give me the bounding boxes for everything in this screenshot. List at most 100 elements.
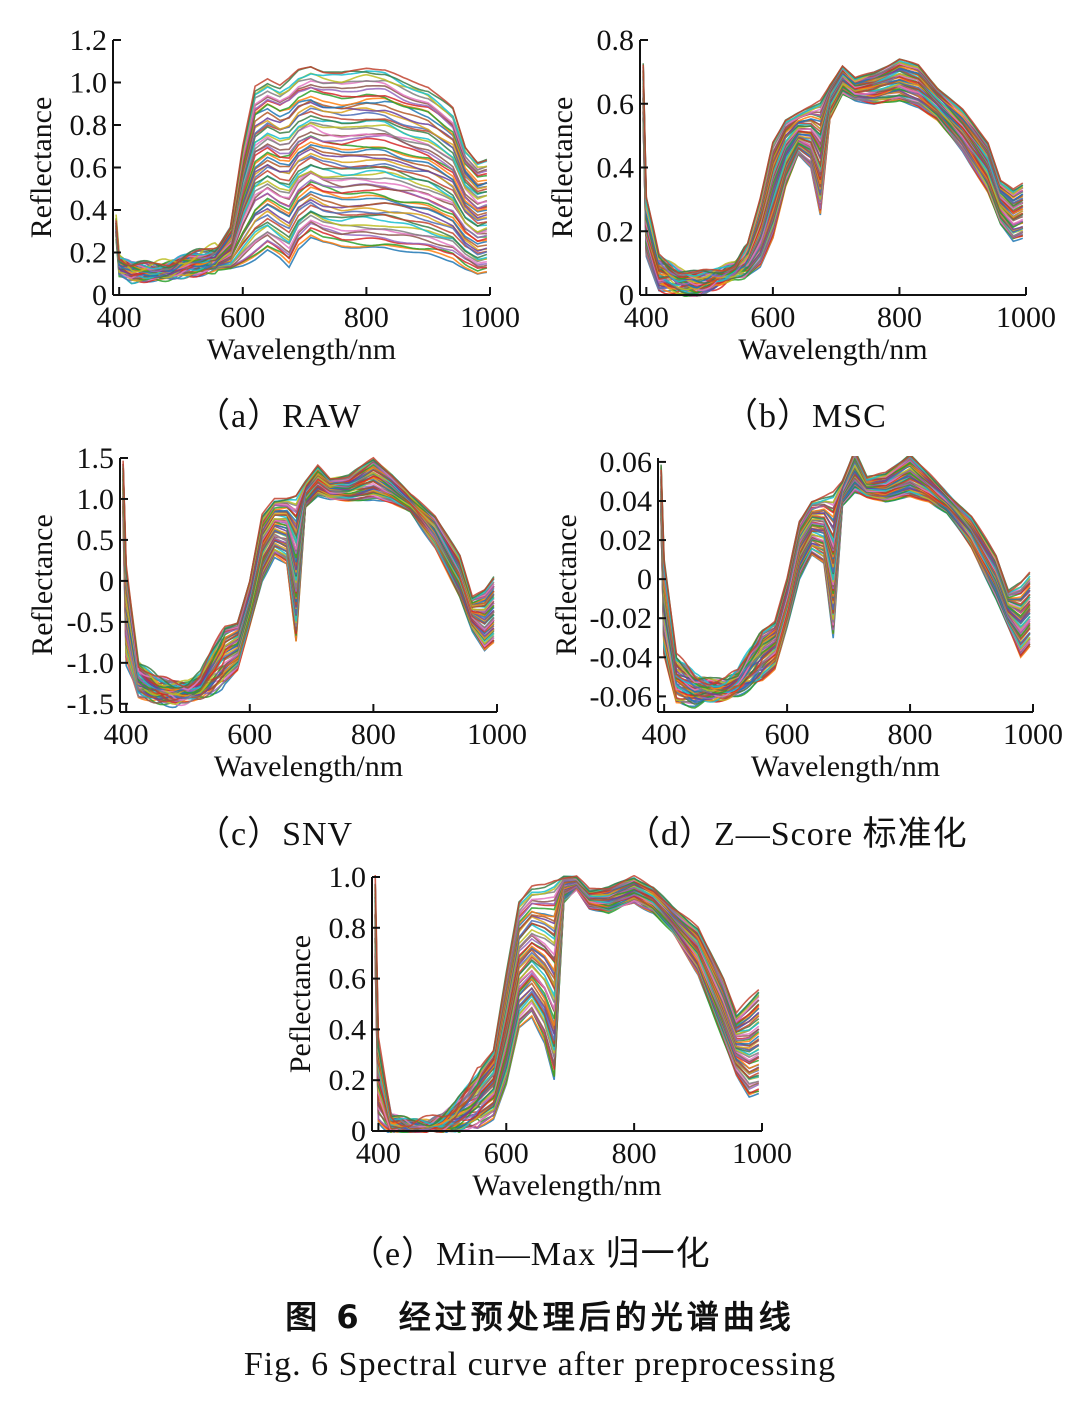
x-tick-label: 800	[344, 301, 389, 334]
chart-snv: -1.5 -1.0 -0.5 0 0.5 1.0 1.5 400 600 800 1000 Wavel…	[26, 442, 527, 783]
series-line	[374, 880, 760, 1129]
y-tick-label: -0.5	[67, 606, 115, 639]
series-line	[660, 479, 1031, 698]
x-tick-label: 600	[750, 301, 795, 334]
x-axis-title: Wavelength/nm	[214, 750, 403, 783]
series-line	[374, 883, 760, 1132]
series-line	[660, 485, 1031, 706]
curves-msc	[642, 58, 1024, 297]
y-tick-label: -1.5	[67, 688, 115, 721]
y-tick-label: 0.8	[329, 912, 367, 945]
caption-raw: （a）RAW	[196, 398, 362, 435]
series-line	[660, 482, 1031, 701]
curves-raw	[115, 65, 488, 285]
series-line	[374, 877, 760, 1126]
y-tick-label: -0.04	[590, 641, 653, 674]
y-tick-label: 0	[99, 565, 114, 598]
series-line	[374, 882, 760, 1131]
x-tick-label: 800	[351, 718, 396, 751]
series-line	[122, 486, 495, 699]
series-line	[374, 884, 760, 1133]
series-line	[374, 888, 760, 1133]
series-line	[374, 882, 760, 1130]
chart-msc: 0 0.2 0.4 0.6 0.8 400 600 800 1000 Wavelength/nm R…	[546, 24, 1056, 366]
series-line	[374, 886, 760, 1133]
x-tick-label: 400	[97, 301, 142, 334]
series-line	[374, 887, 759, 1133]
y-tick-label: -0.02	[590, 602, 653, 635]
series-line	[122, 476, 495, 697]
y-tick-label: 0.04	[600, 485, 653, 518]
series-line	[374, 878, 760, 1126]
series-line	[115, 98, 488, 273]
y-tick-label: 0	[92, 279, 107, 312]
x-tick-label: 1000	[467, 718, 527, 751]
series-line	[115, 70, 488, 270]
series-line	[374, 875, 760, 1125]
series-line	[660, 482, 1031, 700]
x-tick-label: 400	[624, 301, 669, 334]
series-line	[660, 481, 1031, 704]
x-tick-label: 1000	[1003, 718, 1063, 751]
series-line	[374, 876, 760, 1128]
series-line	[660, 484, 1031, 702]
series-line	[374, 875, 760, 1127]
series-line	[122, 480, 495, 700]
y-tick-label: 0.2	[597, 215, 635, 248]
series-line	[122, 484, 495, 697]
series-line	[660, 482, 1031, 702]
series-line	[374, 882, 760, 1130]
series-line	[122, 456, 495, 689]
series-line	[122, 485, 495, 699]
series-line	[374, 883, 760, 1133]
series-line	[115, 65, 488, 268]
series-line	[122, 475, 495, 695]
series-line	[374, 880, 760, 1130]
series-line	[374, 882, 760, 1131]
y-tick-label: 0.02	[600, 524, 653, 557]
series-line	[660, 470, 1031, 696]
series-line	[374, 883, 760, 1130]
series-line	[660, 478, 1031, 698]
y-tick-label: 1.5	[77, 442, 115, 475]
figure-caption-en: Fig. 6 Spectral curve after preprocessin…	[243, 1346, 837, 1383]
series-line	[122, 478, 495, 699]
y-tick-label: 1.0	[77, 483, 115, 516]
series-line	[122, 472, 495, 695]
y-axis-title: Reflectance	[26, 514, 59, 656]
series-line	[660, 470, 1031, 694]
series-line	[374, 878, 760, 1129]
series-line	[660, 473, 1031, 695]
series-line	[660, 473, 1031, 698]
series-line	[115, 171, 488, 280]
series-line	[374, 878, 760, 1128]
series-line	[374, 879, 760, 1127]
series-line	[374, 877, 760, 1127]
series-line	[374, 883, 760, 1131]
series-line	[374, 880, 760, 1132]
series-line	[122, 475, 495, 694]
series-line	[115, 148, 488, 275]
series-line	[374, 886, 759, 1133]
series-line	[374, 883, 760, 1133]
series-line	[374, 879, 760, 1129]
series-line	[122, 485, 495, 704]
y-tick-label: 0.6	[70, 152, 108, 185]
y-tick-label: 0.4	[70, 194, 108, 227]
y-tick-label: 0.8	[70, 109, 108, 142]
series-line	[660, 478, 1031, 700]
series-line	[374, 886, 759, 1133]
series-line	[374, 885, 760, 1133]
series-line	[660, 475, 1031, 697]
series-line	[660, 486, 1031, 703]
series-line	[374, 885, 760, 1133]
series-line	[122, 476, 495, 695]
y-axis-title: Peflectance	[284, 935, 317, 1073]
caption-zscore: （d）Z—Score 标准化	[626, 816, 968, 853]
series-line	[374, 888, 760, 1133]
x-tick-label: 800	[877, 301, 922, 334]
y-tick-label: 0.6	[597, 88, 635, 121]
series-line	[374, 877, 760, 1128]
x-tick-label: 600	[765, 718, 810, 751]
series-line	[122, 482, 495, 701]
